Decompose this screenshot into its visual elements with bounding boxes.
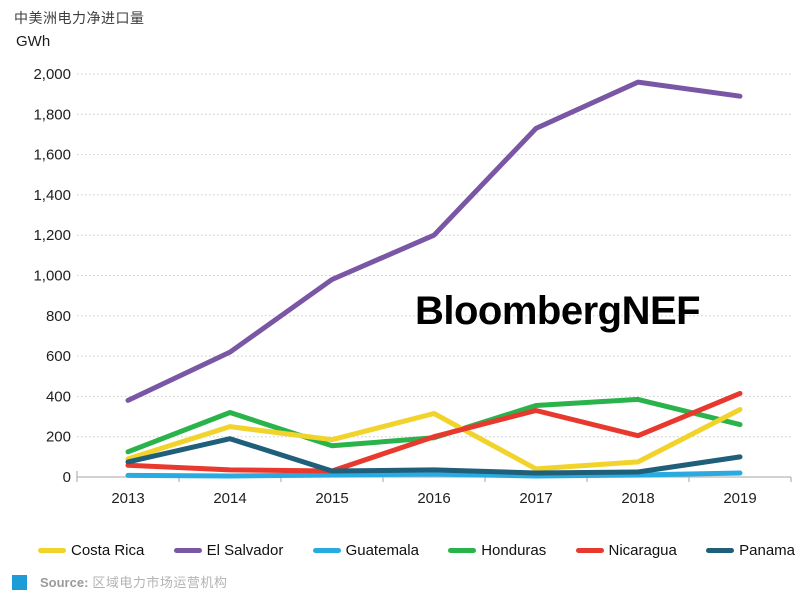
source-row: Source: 区域电力市场运营机构: [12, 572, 227, 592]
y-tick-label: 1,600: [33, 147, 71, 164]
legend-swatch-costa-rica: [38, 547, 66, 553]
legend-label-honduras: Honduras: [481, 541, 547, 559]
legend-label-guatemala: Guatemala: [345, 541, 419, 559]
legend-label-panama: Panama: [739, 541, 795, 559]
x-tick-label: 2019: [723, 490, 756, 507]
legend-item-costa-rica: Costa Rica: [38, 542, 144, 559]
series-line-honduras: [125, 396, 743, 455]
x-tick-label: 2018: [621, 490, 654, 507]
chart-legend: Costa Rica El Salvador Guatemala Honduras Ni…: [38, 540, 795, 560]
chart-title: 中美洲电力净进口量: [14, 10, 145, 26]
series-line-nicaragua: [125, 390, 743, 474]
y-tick-label: 800: [46, 308, 71, 325]
legend-item-nicaragua: Nicaragua: [575, 541, 677, 559]
y-tick-label: 0: [63, 469, 71, 486]
bloombergnef-watermark: BloombergNEF: [415, 289, 701, 333]
legend-swatch-guatemala: [312, 547, 341, 553]
series-line-panama: [125, 436, 743, 476]
series-line-guatemala: [125, 470, 743, 479]
legend-swatch-panama: [706, 547, 735, 553]
y-tick-label: 400: [46, 388, 71, 405]
legend-swatch-el-salvador: [173, 547, 202, 553]
y-tick-label: 1,200: [33, 227, 71, 244]
x-tick-label: 2014: [213, 490, 246, 507]
source-square-icon: [12, 574, 27, 590]
y-tick-label: 1,400: [33, 187, 71, 204]
source-label: Source:: [40, 575, 89, 590]
legend-item-honduras: Honduras: [448, 542, 546, 559]
x-tick-label: 2013: [111, 490, 144, 507]
x-tick-label: 2015: [315, 490, 348, 507]
y-tick-label: 2,000: [33, 66, 71, 83]
y-axis-unit-label: GWh: [16, 33, 51, 50]
source-note: Source: 区域电力市场运营机构: [40, 572, 227, 592]
legend-item-el-salvador: El Salvador: [173, 541, 284, 559]
series-line-el-salvador: [125, 79, 743, 403]
legend-swatch-nicaragua: [575, 547, 604, 553]
x-tick-label: 2017: [519, 490, 552, 507]
legend-label-el-salvador: El Salvador: [206, 541, 284, 559]
source-text: 区域电力市场运营机构: [92, 575, 228, 590]
x-tick-label: 2016: [417, 490, 450, 507]
y-tick-label: 1,000: [33, 268, 71, 285]
legend-label-costa-rica: Costa Rica: [71, 541, 145, 559]
legend-item-panama: Panama: [706, 542, 795, 559]
legend-swatch-honduras: [448, 547, 477, 553]
y-tick-label: 200: [46, 429, 71, 446]
y-tick-label: 600: [46, 348, 71, 365]
series-line-costa-rica: [125, 407, 743, 472]
legend-label-nicaragua: Nicaragua: [608, 541, 677, 559]
legend-item-guatemala: Guatemala: [312, 541, 419, 559]
y-tick-label: 1,800: [33, 106, 71, 123]
